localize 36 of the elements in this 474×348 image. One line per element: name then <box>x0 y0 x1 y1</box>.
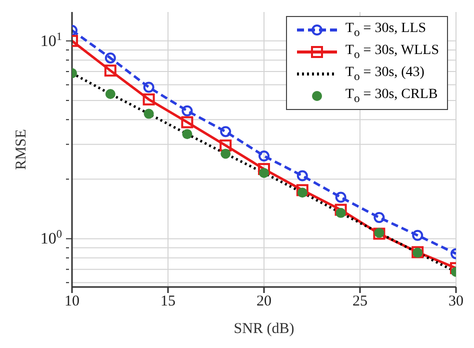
y-tick-label: 10$^{1}$ <box>40 30 62 50</box>
point <box>336 208 346 218</box>
point <box>182 129 192 140</box>
point <box>104 64 116 77</box>
point <box>335 192 346 203</box>
point <box>220 148 231 159</box>
x-axis-title: SNR (dB) <box>234 321 294 337</box>
point <box>104 52 116 64</box>
point <box>220 126 232 138</box>
point <box>181 116 194 128</box>
point <box>143 82 154 93</box>
point <box>412 230 424 241</box>
x-tick-label: 30 <box>448 294 464 310</box>
point <box>182 105 193 116</box>
legend-label: T$_{o}$ = 30s, LLS <box>345 20 426 39</box>
point <box>220 139 232 152</box>
point <box>296 184 308 196</box>
y-tick-label: 10$^{0}$ <box>40 228 62 248</box>
y-axis-title: RMSE <box>13 129 30 170</box>
point <box>296 170 308 182</box>
x-tick-label: 15 <box>160 294 176 310</box>
point <box>144 108 154 119</box>
x-tick-label: 20 <box>256 294 272 310</box>
point <box>258 150 270 162</box>
point <box>105 89 116 99</box>
x-tick-label: 10 <box>64 294 80 310</box>
legend-label: T$_{o}$ = 30s, CRLB <box>345 86 438 105</box>
legend-label: T$_{o}$ = 30s, WLLS <box>345 42 439 61</box>
point <box>334 204 347 216</box>
point <box>259 168 269 178</box>
point <box>258 163 270 176</box>
point <box>142 93 155 106</box>
x-tick-label: 25 <box>352 294 368 310</box>
point <box>297 188 308 198</box>
point <box>374 212 385 224</box>
legend-label: T$_{o}$ = 30s, (43) <box>345 64 424 83</box>
